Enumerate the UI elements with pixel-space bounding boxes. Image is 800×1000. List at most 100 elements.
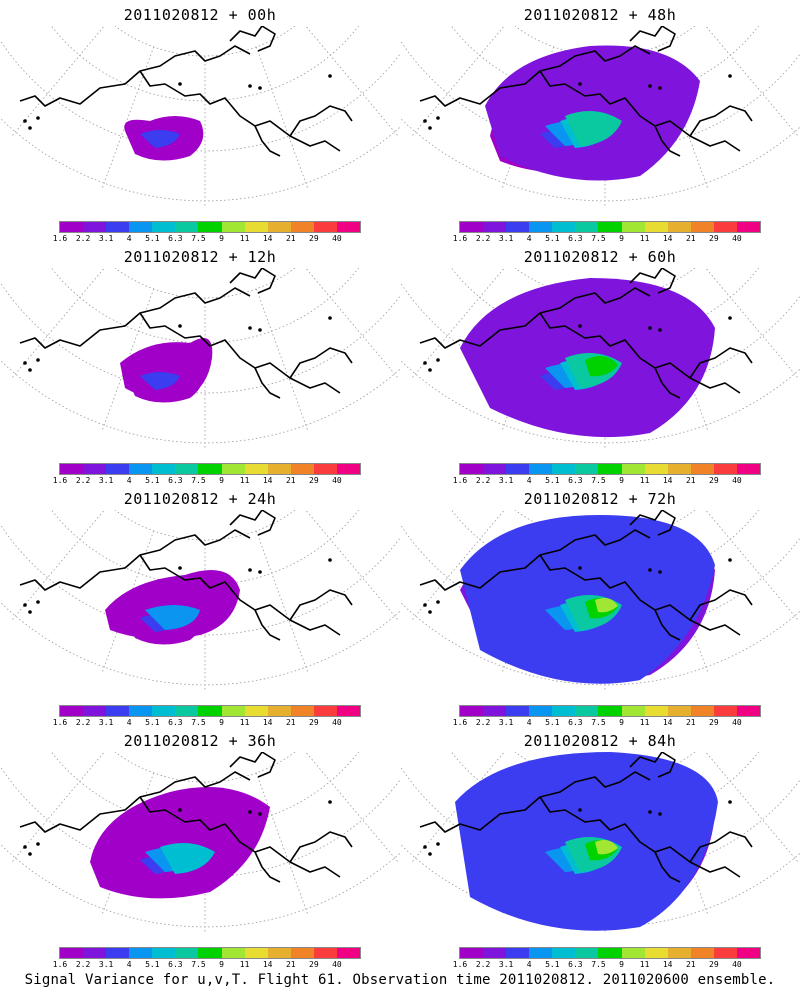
colorbar-swatch [60, 222, 84, 232]
colorbar [59, 463, 361, 475]
colorbar-tick-label: 2.2 [75, 234, 91, 243]
map-svg [400, 26, 800, 206]
coastline [689, 589, 753, 621]
colorbar-ticks: 1.6 2.2 3.1 4 5.1 6.3 7.5 9 11 14 21 29 40 [53, 234, 360, 244]
colorbar-tick-label: 6.3 [168, 718, 183, 727]
island [648, 326, 652, 330]
coastline [289, 589, 353, 621]
island [258, 812, 262, 816]
colorbar-swatch [529, 464, 553, 474]
colorbar-tick-label: 29 [709, 960, 719, 969]
colorbar-swatch [460, 706, 484, 716]
colorbar-swatch [644, 948, 668, 958]
graticule-meridian [102, 46, 155, 189]
colorbar-tick-label: 5.1 [145, 960, 160, 969]
colorbar-tick-label: 5.1 [145, 476, 160, 485]
colorbar-tick-label: 21 [285, 476, 296, 485]
island [178, 566, 182, 570]
colorbar-tick-label: 3.1 [498, 476, 514, 485]
colorbar-swatch [336, 948, 361, 958]
colorbar-tick-label: 4 [126, 476, 132, 485]
coastline [139, 796, 341, 878]
map-area [400, 26, 800, 216]
colorbar-tick-label: 21 [285, 234, 296, 243]
colorbar-swatch [506, 948, 530, 958]
island [328, 316, 332, 320]
colorbar-tick-label: 9 [219, 234, 224, 243]
colorbar-tick-label: 7.5 [191, 234, 206, 243]
variance-field [140, 130, 180, 148]
island [728, 558, 732, 562]
island [728, 316, 732, 320]
colorbar-swatch [644, 464, 668, 474]
colorbar-swatch [483, 948, 507, 958]
map-svg [400, 268, 800, 448]
island [436, 600, 440, 604]
graticule-meridian [11, 268, 105, 379]
colorbar-swatch [667, 948, 691, 958]
colorbar-tick-label: 9 [219, 476, 224, 485]
colorbar-tick-label: 3.1 [98, 234, 114, 243]
island [258, 86, 262, 90]
colorbar-tick-label: 40 [332, 476, 342, 485]
colorbar-tick-label: 40 [332, 960, 342, 969]
graticule-meridian [11, 26, 105, 137]
colorbar-tick-label: 29 [309, 960, 319, 969]
island [178, 324, 182, 328]
panel-title: 2011020812 + 12h [123, 248, 277, 266]
colorbar-tick-label: 14 [662, 960, 673, 969]
colorbar-swatch [60, 464, 84, 474]
forecast-panel: 2011020812 + 12h 1.6 2.2 3.1 4 5.1 6.3 7.5 9 11 14… [0, 242, 400, 487]
variance-field [160, 843, 215, 874]
map-area [400, 752, 800, 942]
colorbar-ticks: 1.6 2.2 3.1 4 5.1 6.3 7.5 9 11 14 21 29 40 [453, 718, 760, 728]
graticule-meridian [0, 268, 75, 298]
colorbar-swatch [129, 948, 153, 958]
coastline [539, 554, 741, 636]
colorbar-tick-label: 14 [262, 960, 273, 969]
colorbar-swatch [621, 706, 645, 716]
colorbar-tick-label: 29 [709, 476, 719, 485]
map-svg [0, 268, 400, 448]
island [178, 82, 182, 86]
colorbar-swatch [175, 948, 199, 958]
colorbar [459, 705, 761, 717]
colorbar-swatch [221, 222, 245, 232]
map-svg [0, 752, 400, 932]
colorbar-tick-label: 6.3 [568, 718, 583, 727]
colorbar-tick-label: 4 [526, 718, 532, 727]
island [36, 842, 40, 846]
coastline [289, 105, 353, 137]
coastline [229, 752, 276, 778]
colorbar-swatch [106, 706, 130, 716]
coastline [629, 268, 676, 294]
coastline [254, 851, 281, 883]
graticule-meridian [305, 26, 399, 137]
colorbar-swatch [60, 948, 84, 958]
colorbar-tick-label: 11 [639, 960, 650, 969]
colorbar-swatch [552, 948, 576, 958]
colorbar-tick-label: 1.6 [452, 960, 468, 969]
colorbar-swatch [290, 464, 314, 474]
colorbar-swatch [336, 464, 361, 474]
colorbar-tick-label: 40 [732, 718, 742, 727]
forecast-panel: 2011020812 + 00h 1.6 2.2 3.1 4 5.1 6.3 7.5 9 11 14… [0, 0, 400, 245]
colorbar-swatch [552, 706, 576, 716]
colorbar-tick-label: 21 [685, 960, 696, 969]
colorbar-swatch [483, 706, 507, 716]
colorbar-tick-label: 2.2 [75, 476, 91, 485]
graticule-meridian [735, 510, 800, 540]
colorbar-tick-label: 1.6 [52, 234, 68, 243]
colorbar-tick-label: 2.2 [475, 718, 491, 727]
island [436, 116, 440, 120]
island [423, 603, 427, 607]
island [248, 326, 252, 330]
coastline [689, 831, 753, 863]
colorbar-tick-label: 11 [239, 476, 250, 485]
colorbar [59, 221, 361, 233]
colorbar-swatch [529, 222, 553, 232]
colorbar-tick-label: 6.3 [568, 234, 583, 243]
graticule-meridian [735, 752, 800, 782]
colorbar [459, 947, 761, 959]
colorbar-tick-label: 11 [239, 718, 250, 727]
